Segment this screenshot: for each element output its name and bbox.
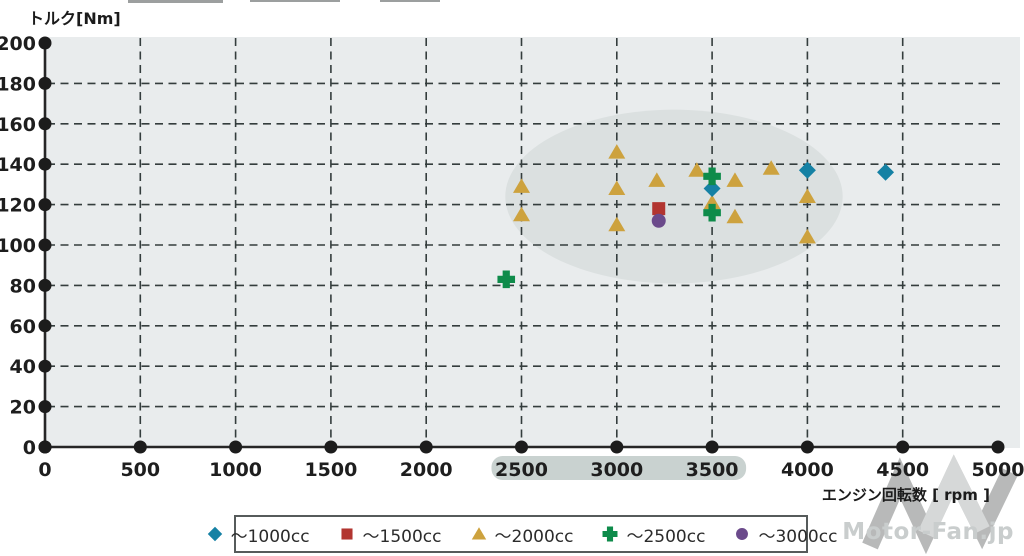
svg-text:500: 500 [120,459,160,481]
legend-item: ～2500cc [600,522,705,547]
crop-artifact [128,0,223,3]
legend-label: ～2500cc [626,526,706,547]
watermark-text: Motor-Fan.jp [842,519,1014,545]
legend-item: ～3000cc [732,522,837,547]
svg-text:3000: 3000 [590,459,643,481]
svg-text:2500: 2500 [495,459,548,481]
svg-text:80: 80 [10,275,36,297]
diamond-icon [207,526,222,542]
svg-text:2000: 2000 [400,459,453,481]
svg-text:4500: 4500 [876,459,929,481]
svg-text:180: 180 [0,73,36,95]
svg-text:40: 40 [10,356,36,378]
legend-item: ～1500cc [337,522,442,547]
svg-text:60: 60 [10,316,36,338]
legend-label: ～2000cc [494,526,574,547]
series-square [652,202,666,216]
x-axis-title: エンジン回転数 [ rpm ] [821,486,990,504]
svg-text:1500: 1500 [304,459,357,481]
legend-label: ～3000cc [758,526,838,547]
motor-fan-logo-icon [862,454,1018,554]
legend: ～1000cc ～1500cc ～2000cc ～2500cc ～3000cc [207,515,837,553]
legend-label: ～1500cc [362,526,442,547]
series-diamond [703,161,895,197]
svg-text:0: 0 [38,459,51,481]
cross-icon [603,526,618,542]
crop-artifact [250,0,340,2]
square-icon [341,528,353,540]
svg-text:160: 160 [0,114,36,136]
svg-text:120: 120 [0,195,36,217]
legend-item: ～1000cc [205,522,310,547]
legend-item: ～2000cc [469,522,574,547]
y-axis-title: トルク[Nm] [28,9,121,28]
svg-text:200: 200 [0,33,36,55]
svg-text:140: 140 [0,154,36,176]
svg-text:20: 20 [10,397,36,419]
triangle-icon [471,527,486,540]
crop-artifact [380,0,440,2]
series-circle [651,213,666,228]
svg-text:100: 100 [0,235,36,257]
svg-text:3500: 3500 [686,459,739,481]
series-cross [497,167,721,289]
svg-text:0: 0 [23,437,36,459]
svg-text:1000: 1000 [209,459,262,481]
series-triangle [513,144,816,244]
circle-icon [736,528,749,540]
legend-label: ～1000cc [230,526,310,547]
svg-text:4000: 4000 [781,459,834,481]
svg-text:5000: 5000 [972,459,1024,481]
